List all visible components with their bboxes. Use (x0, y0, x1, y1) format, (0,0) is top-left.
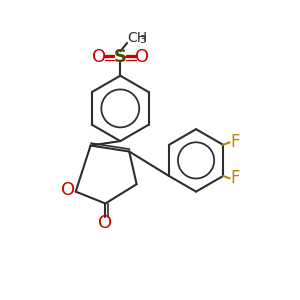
Text: S: S (114, 48, 127, 66)
Text: O: O (135, 48, 149, 66)
Text: F: F (230, 134, 240, 152)
Text: O: O (92, 48, 106, 66)
Text: F: F (230, 169, 240, 188)
Text: O: O (98, 214, 112, 232)
Text: 3: 3 (139, 35, 146, 45)
Text: CH: CH (127, 31, 147, 45)
Text: O: O (61, 181, 75, 199)
